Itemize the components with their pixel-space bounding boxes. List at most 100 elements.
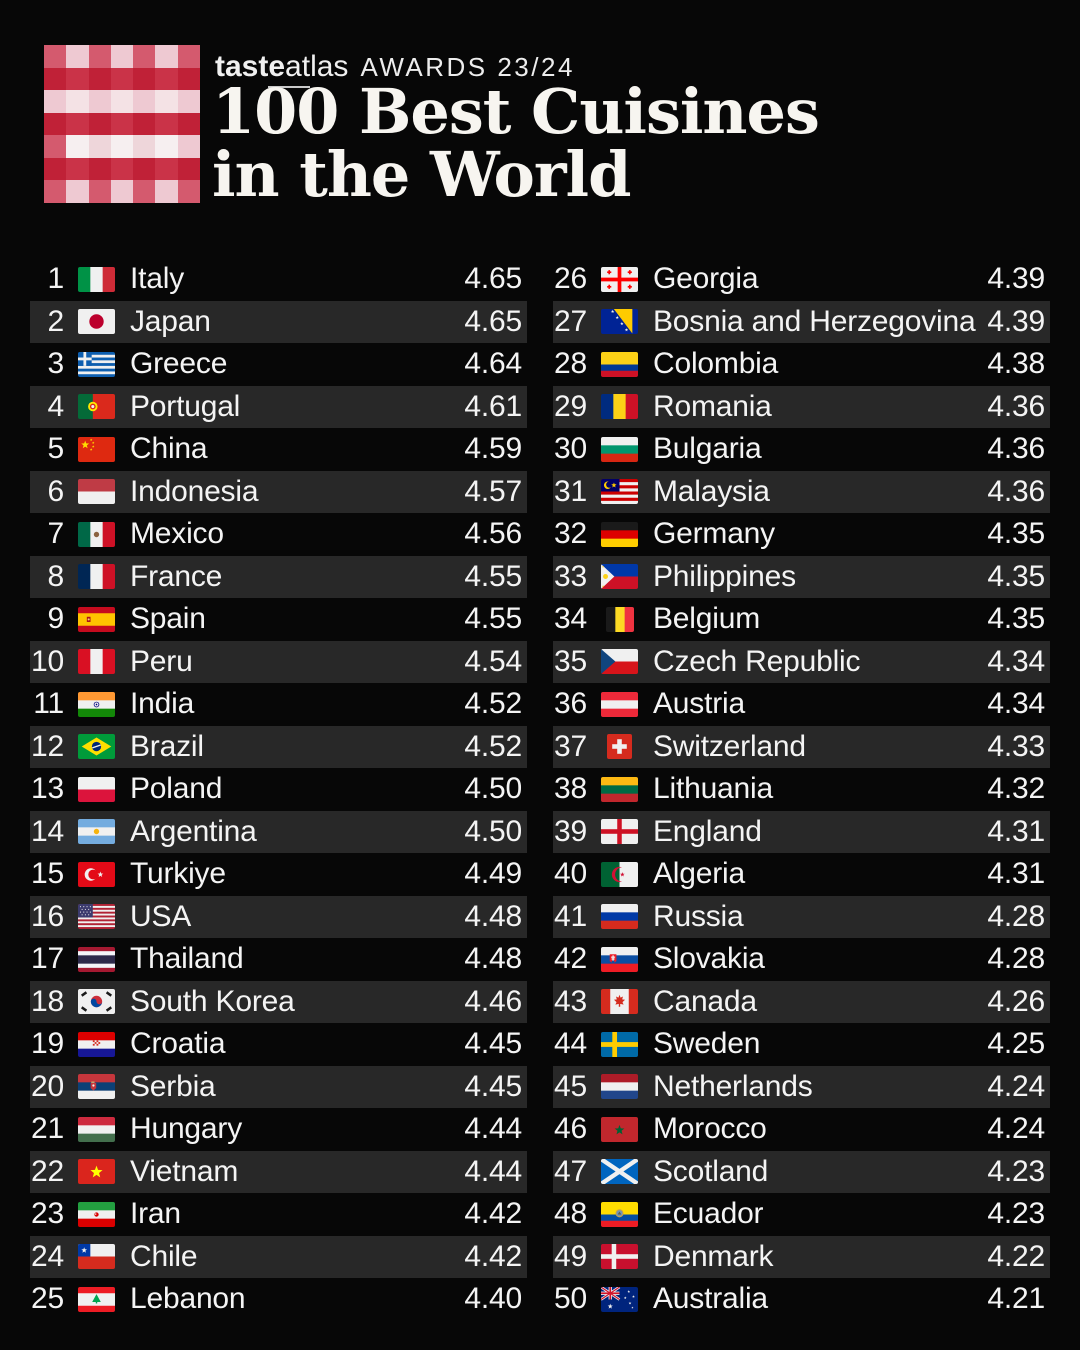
rank-label: 37 bbox=[554, 729, 587, 763]
list-item: 35 Czech Republic 4.34 bbox=[553, 640, 1050, 683]
rankings-column-left: 1 Italy 4.65 2 Japan 4.65 3 Greece 4.64 4 Portugal… bbox=[30, 258, 527, 1321]
flag-poland-icon bbox=[78, 776, 115, 802]
rank-label: 36 bbox=[554, 687, 587, 721]
gingham-cell bbox=[88, 45, 111, 68]
list-item: 41 Russia 4.28 bbox=[553, 895, 1050, 938]
country-label: France bbox=[130, 559, 223, 593]
list-item: 16 USA 4.48 bbox=[30, 895, 527, 938]
country-label: England bbox=[653, 814, 762, 848]
flag-georgia-icon bbox=[601, 266, 638, 292]
list-item: 15 Turkiye 4.49 bbox=[30, 853, 527, 896]
country-label: Iran bbox=[130, 1197, 181, 1231]
country-label: Romania bbox=[653, 389, 772, 423]
gingham-cell bbox=[66, 157, 89, 181]
country-label: Lithuania bbox=[653, 772, 773, 806]
gingham-cell bbox=[66, 90, 89, 113]
flag-netherlands-icon bbox=[601, 1074, 638, 1100]
list-item: 17 Thailand 4.48 bbox=[30, 938, 527, 981]
country-label: Georgia bbox=[653, 262, 759, 296]
score-label: 4.39 bbox=[987, 304, 1045, 338]
country-label: Switzerland bbox=[653, 729, 806, 763]
list-item: 26 Georgia 4.39 bbox=[553, 258, 1050, 301]
score-label: 4.45 bbox=[464, 1069, 522, 1103]
rank-label: 6 bbox=[47, 474, 65, 508]
flag-peru-icon bbox=[78, 649, 115, 675]
rank-label: 31 bbox=[554, 474, 587, 508]
flag-indonesia-icon bbox=[78, 479, 115, 505]
gingham-cell bbox=[133, 45, 156, 68]
flag-russia-icon bbox=[601, 904, 638, 930]
gingham-cell bbox=[110, 180, 134, 203]
list-item: 46 Morocco 4.24 bbox=[553, 1108, 1050, 1151]
rank-label: 28 bbox=[554, 347, 587, 381]
list-item: 44 Sweden 4.25 bbox=[553, 1023, 1050, 1066]
list-item: 33 Philippines 4.35 bbox=[553, 555, 1050, 598]
rank-label: 42 bbox=[554, 942, 587, 976]
country-label: Poland bbox=[130, 772, 223, 806]
list-item: 18 South Korea 4.46 bbox=[30, 980, 527, 1023]
gingham-cell bbox=[177, 90, 200, 113]
gingham-cell bbox=[44, 90, 67, 113]
country-label: Algeria bbox=[653, 857, 745, 891]
rank-label: 10 bbox=[31, 644, 64, 678]
flag-morocco-icon bbox=[601, 1116, 638, 1142]
list-item: 4 Portugal 4.61 bbox=[30, 385, 527, 428]
gingham-cell bbox=[66, 135, 89, 158]
gingham-cell bbox=[66, 67, 89, 91]
rank-label: 47 bbox=[554, 1154, 587, 1188]
list-item: 22 Vietnam 4.44 bbox=[30, 1150, 527, 1193]
score-label: 4.39 bbox=[987, 262, 1045, 296]
country-label: Colombia bbox=[653, 347, 779, 381]
gingham-cell bbox=[110, 112, 134, 136]
flag-bulgaria-icon bbox=[601, 436, 638, 462]
country-label: Hungary bbox=[130, 1112, 242, 1146]
country-label: Malaysia bbox=[653, 474, 770, 508]
rankings-list: 1 Italy 4.65 2 Japan 4.65 3 Greece 4.64 4 Portugal… bbox=[30, 258, 1050, 1321]
rank-label: 8 bbox=[47, 559, 65, 593]
list-item: 23 Iran 4.42 bbox=[30, 1193, 527, 1236]
country-label: Belgium bbox=[653, 602, 760, 636]
score-label: 4.50 bbox=[464, 772, 522, 806]
country-label: China bbox=[130, 432, 208, 466]
flag-denmark-icon bbox=[601, 1244, 638, 1270]
rank-label: 7 bbox=[47, 517, 65, 551]
gingham-cell bbox=[66, 180, 89, 203]
score-label: 4.38 bbox=[987, 347, 1045, 381]
flag-vietnam-icon bbox=[78, 1159, 115, 1185]
rank-label: 15 bbox=[31, 857, 64, 891]
gingham-cell bbox=[133, 135, 156, 158]
title-line-2: in the World bbox=[212, 138, 631, 211]
gingham-cell bbox=[44, 112, 67, 136]
flag-lebanon-icon bbox=[78, 1286, 115, 1312]
list-item: 11 India 4.52 bbox=[30, 683, 527, 726]
flag-australia-icon bbox=[601, 1286, 638, 1312]
gingham-cell bbox=[133, 112, 156, 136]
score-label: 4.24 bbox=[987, 1069, 1045, 1103]
flag-chile-icon bbox=[78, 1244, 115, 1270]
score-label: 4.23 bbox=[987, 1197, 1045, 1231]
country-label: Morocco bbox=[653, 1112, 767, 1146]
country-label: Czech Republic bbox=[653, 644, 861, 678]
score-label: 4.56 bbox=[464, 517, 522, 551]
list-item: 40 Algeria 4.31 bbox=[553, 853, 1050, 896]
gingham-cell bbox=[133, 180, 156, 203]
score-label: 4.22 bbox=[987, 1239, 1045, 1273]
score-label: 4.25 bbox=[987, 1027, 1045, 1061]
country-label: Ecuador bbox=[653, 1197, 764, 1231]
country-label: Brazil bbox=[130, 729, 204, 763]
score-label: 4.44 bbox=[464, 1112, 522, 1146]
list-item: 5 China 4.59 bbox=[30, 428, 527, 471]
flag-india-icon bbox=[78, 691, 115, 717]
gingham-cell bbox=[155, 135, 178, 158]
gingham-cell bbox=[177, 157, 200, 181]
country-label: Peru bbox=[130, 644, 193, 678]
flag-brazil-icon bbox=[78, 734, 115, 760]
gingham-cell bbox=[110, 90, 134, 113]
rank-label: 5 bbox=[47, 432, 65, 466]
brand-line: tasteatlas AWARDS 23/24 bbox=[215, 50, 575, 88]
rank-label: 30 bbox=[554, 432, 587, 466]
flag-china-icon bbox=[78, 436, 115, 462]
country-label: Sweden bbox=[653, 1027, 761, 1061]
gingham-cell bbox=[177, 180, 200, 203]
list-item: 27 Bosnia and Herzegovina 4.39 bbox=[553, 300, 1050, 343]
